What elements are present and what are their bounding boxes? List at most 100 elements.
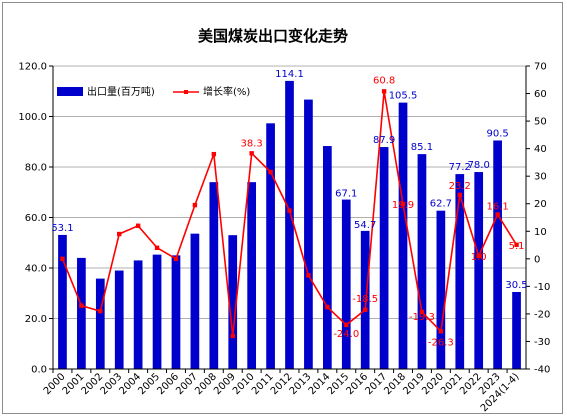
right-axis-tick-label: 0 <box>534 254 540 265</box>
bar-2000 <box>58 234 67 369</box>
growth-point-2004 <box>135 223 141 228</box>
growth-value-label: 5.1 <box>509 241 525 252</box>
growth-value-label: 60.8 <box>373 75 395 86</box>
growth-point-2008 <box>211 151 217 157</box>
chart-frame: 美国煤炭出口变化走势 0.0 20.0 40.0 60.0 80.0 100.0 120.0… <box>2 2 563 414</box>
right-axis-tick-label: -40 <box>534 365 550 376</box>
growth-value-label: -18.5 <box>352 294 378 305</box>
legend-bar-swatch <box>57 87 83 96</box>
bar-2023 <box>493 140 502 369</box>
right-axis-tick-label: 70 <box>534 62 547 73</box>
bar-2019 <box>417 154 427 369</box>
bar-value-label: 77.2 <box>449 162 471 173</box>
growth-point-2020 <box>438 329 444 334</box>
bar-2005 <box>152 254 162 369</box>
bar-value-label: 85.1 <box>411 142 433 153</box>
left-axis-tick-label: 100.0 <box>18 112 47 123</box>
bar-value-label: 87.9 <box>373 135 395 146</box>
axis-layer: 0.0 20.0 40.0 60.0 80.0 100.0 120.0 -40 -30 -20 -1… <box>18 62 550 415</box>
growth-point-2018 <box>400 201 406 207</box>
growth-value-label: -19.3 <box>409 312 435 323</box>
growth-point-2022 <box>476 253 481 259</box>
bar-layer <box>58 80 521 370</box>
bar-value-label: 105.5 <box>389 91 418 102</box>
bar-value-label: 78.0 <box>468 160 490 171</box>
growth-point-2016 <box>362 307 368 312</box>
legend-bar-label: 出口量(百万吨) <box>87 85 155 98</box>
right-axis-tick-label: 40 <box>534 144 547 155</box>
growth-point-2005 <box>154 245 160 250</box>
line-layer <box>60 89 519 339</box>
bar-2018 <box>398 102 408 370</box>
growth-point-2006 <box>173 256 179 262</box>
legend-line-marker <box>184 90 188 94</box>
bar-value-label: 30.5 <box>505 280 527 291</box>
growth-point-2013 <box>306 273 311 278</box>
legend-line-label: 增长率(%) <box>203 85 250 98</box>
growth-point-2021 <box>457 192 462 198</box>
bar-value-label: 67.1 <box>335 189 357 200</box>
growth-value-label: 19.9 <box>392 200 414 211</box>
growth-point-2024(1-4) <box>514 242 519 247</box>
growth-value-label: 1.0 <box>471 252 487 263</box>
bar-2003 <box>114 270 124 369</box>
bar-2020 <box>436 210 446 369</box>
right-axis-tick-label: 60 <box>534 89 547 100</box>
bar-2006 <box>171 255 181 369</box>
growth-point-2003 <box>117 231 122 237</box>
left-axis-tick-label: 0.0 <box>31 365 47 376</box>
bar-2007 <box>190 233 200 369</box>
bar-2014 <box>322 146 332 369</box>
bar-2017 <box>379 147 389 369</box>
left-axis-tick-label: 120.0 <box>18 62 47 73</box>
bar-2009 <box>228 235 238 369</box>
label-layer: 53.1 114.1 67.1 54.7 87.9 105.5 85.1 62.7 77.278… <box>51 69 527 348</box>
growth-point-2002 <box>98 308 103 314</box>
growth-point-2000 <box>60 256 65 262</box>
growth-value-label: 23.2 <box>449 181 471 192</box>
bar-2013 <box>304 99 313 370</box>
growth-point-2017 <box>381 89 387 94</box>
bar-2002 <box>95 278 105 369</box>
bar-value-label: 53.1 <box>51 223 73 234</box>
bar-2015 <box>341 199 351 369</box>
left-axis-tick-label: 40.0 <box>25 264 47 275</box>
growth-point-2009 <box>230 333 235 339</box>
growth-point-2010 <box>249 151 254 156</box>
bar-value-label: 62.7 <box>430 199 452 210</box>
left-axis-tick-label: 80.0 <box>25 163 47 174</box>
right-axis-tick-label: 10 <box>534 227 547 238</box>
left-axis-tick-label: 60.0 <box>25 213 47 224</box>
growth-point-2011 <box>268 169 273 175</box>
bar-2016 <box>360 230 370 369</box>
right-axis-tick-label: -20 <box>534 309 550 320</box>
bar-2004 <box>133 260 143 369</box>
growth-value-label: 16.1 <box>486 201 508 212</box>
growth-point-2015 <box>344 322 349 328</box>
legend: 出口量(百万吨) 增长率(%) <box>57 85 250 98</box>
growth-point-2023 <box>495 212 500 217</box>
growth-point-2014 <box>325 304 330 310</box>
bar-value-label: 54.7 <box>354 220 376 231</box>
growth-point-2012 <box>287 208 292 213</box>
growth-value-label: 38.3 <box>241 138 263 149</box>
right-axis-tick-label: 20 <box>534 199 547 210</box>
right-axis-tick-label: -10 <box>534 282 550 293</box>
right-axis-tick-label: 30 <box>534 172 547 183</box>
chart-title: 美国煤炭出口变化走势 <box>198 27 348 45</box>
left-axis-tick-label: 20.0 <box>25 314 47 325</box>
chart-svg: 美国煤炭出口变化走势 0.0 20.0 40.0 60.0 80.0 100.0 120.0… <box>18 27 550 415</box>
bar-2011 <box>266 123 275 369</box>
growth-value-label: -24.0 <box>333 329 359 340</box>
growth-point-2001 <box>79 303 84 308</box>
right-axis-tick-label: -30 <box>534 337 550 348</box>
bar-2010 <box>247 182 257 369</box>
bar-2008 <box>209 182 219 369</box>
bar-2012 <box>285 80 294 370</box>
bar-2021 <box>455 174 465 369</box>
growth-value-label: -26.3 <box>428 337 454 348</box>
bar-2024(1-4) <box>512 291 521 369</box>
right-axis-tick-label: 50 <box>534 117 547 128</box>
growth-point-2019 <box>419 309 425 315</box>
bar-2001 <box>77 257 86 369</box>
